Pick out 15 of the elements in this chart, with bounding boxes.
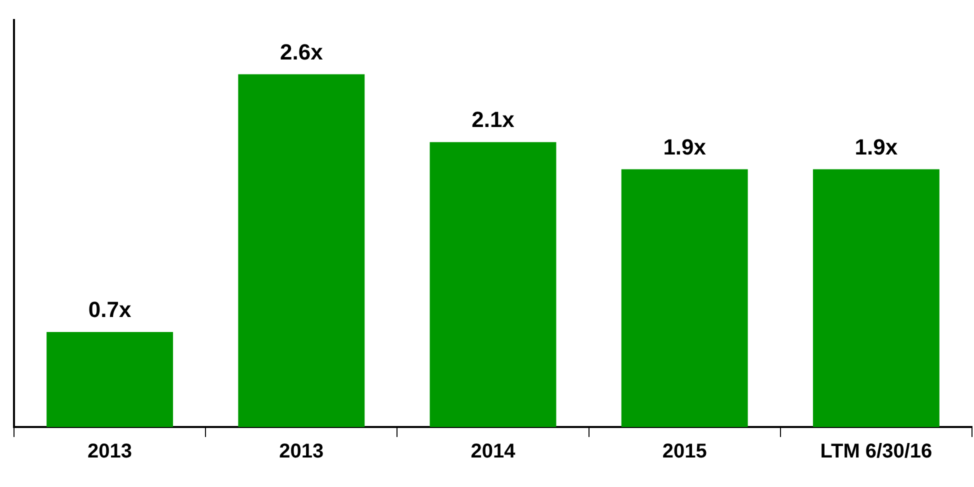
data-label: 2.1x <box>472 107 516 132</box>
data-label: 2.6x <box>280 39 324 64</box>
bar <box>46 332 174 427</box>
x-tick-label: 2015 <box>662 440 707 463</box>
data-label: 0.7x <box>88 297 132 322</box>
data-label: 1.9x <box>663 134 707 160</box>
x-tick-label: 2013 <box>88 440 132 463</box>
x-tick-label: 2013 <box>279 440 324 463</box>
x-tick-label: 2014 <box>470 440 516 463</box>
bar <box>812 169 940 427</box>
bar <box>621 169 748 427</box>
bar <box>430 142 556 427</box>
bar <box>238 74 365 427</box>
data-label: 1.9x <box>854 134 898 160</box>
x-tick-label: LTM 6/30/16 <box>820 440 932 463</box>
